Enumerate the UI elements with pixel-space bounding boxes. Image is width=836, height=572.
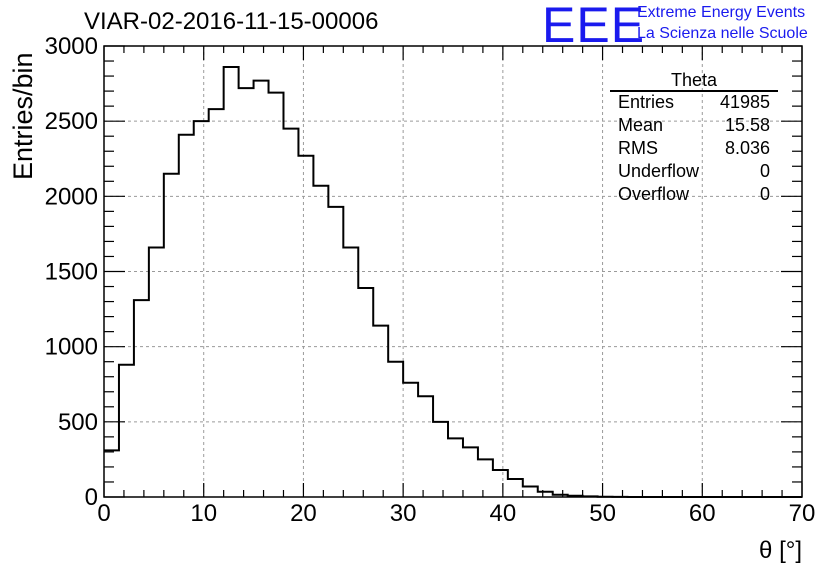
stats-title: Theta xyxy=(670,70,718,90)
eee-logo: EEE xyxy=(542,0,646,53)
stats-row-underflow: Underflow 0 xyxy=(618,161,770,184)
stats-label: RMS xyxy=(618,138,658,158)
y-tick-label: 500 xyxy=(58,409,98,436)
stats-label: Underflow xyxy=(618,161,700,181)
stats-label: Mean xyxy=(618,115,664,135)
stats-row-entries: Entries 41985 xyxy=(618,92,770,115)
x-tick-label: 70 xyxy=(789,500,816,527)
y-tick-label: 0 xyxy=(85,484,98,511)
logo-line-2: La Scienza nelle Scuole xyxy=(637,25,808,42)
stats-value: 15.58 xyxy=(724,115,770,135)
stats-box: Theta Entries 41985 Mean 15.58 RMS 8.036… xyxy=(610,70,778,210)
x-tick-label: 50 xyxy=(589,500,616,527)
chart-title: VIAR-02-2016-11-15-00006 xyxy=(84,8,379,35)
y-tick-label: 1000 xyxy=(45,334,98,361)
y-tick-label: 2500 xyxy=(45,108,98,135)
axis-ticks xyxy=(103,45,803,498)
x-tick-label: 10 xyxy=(190,500,217,527)
stats-value: 0 xyxy=(759,161,770,181)
x-tick-label: 20 xyxy=(290,500,317,527)
y-tick-label: 2000 xyxy=(45,183,98,210)
stats-row-mean: Mean 15.58 xyxy=(618,115,770,138)
y-tick-label: 1500 xyxy=(45,259,98,286)
x-tick-label: 0 xyxy=(97,500,110,527)
stats-label: Entries xyxy=(618,92,675,112)
x-tick-label: 40 xyxy=(490,500,517,527)
y-tick-label: 3000 xyxy=(45,33,98,60)
stats-value: 8.036 xyxy=(724,138,770,158)
y-axis-label: Entries/bin xyxy=(8,52,38,180)
logo-line-1: Extreme Energy Events xyxy=(637,4,806,21)
x-axis-label: θ [°] xyxy=(759,537,802,564)
stats-value: 41985 xyxy=(719,92,770,112)
stats-row-rms: RMS 8.036 xyxy=(618,138,770,161)
stats-label: Overflow xyxy=(618,184,690,204)
tick-labels: 0 10 20 30 40 50 60 70 0 500 1000 1500 2000 2500 3000 xyxy=(45,33,816,527)
grid-lines xyxy=(104,46,802,497)
stats-divider xyxy=(610,90,778,92)
stats-value: 0 xyxy=(759,184,770,204)
x-tick-label: 60 xyxy=(689,500,716,527)
x-tick-label: 30 xyxy=(390,500,417,527)
stats-row-overflow: Overflow 0 xyxy=(618,184,770,207)
